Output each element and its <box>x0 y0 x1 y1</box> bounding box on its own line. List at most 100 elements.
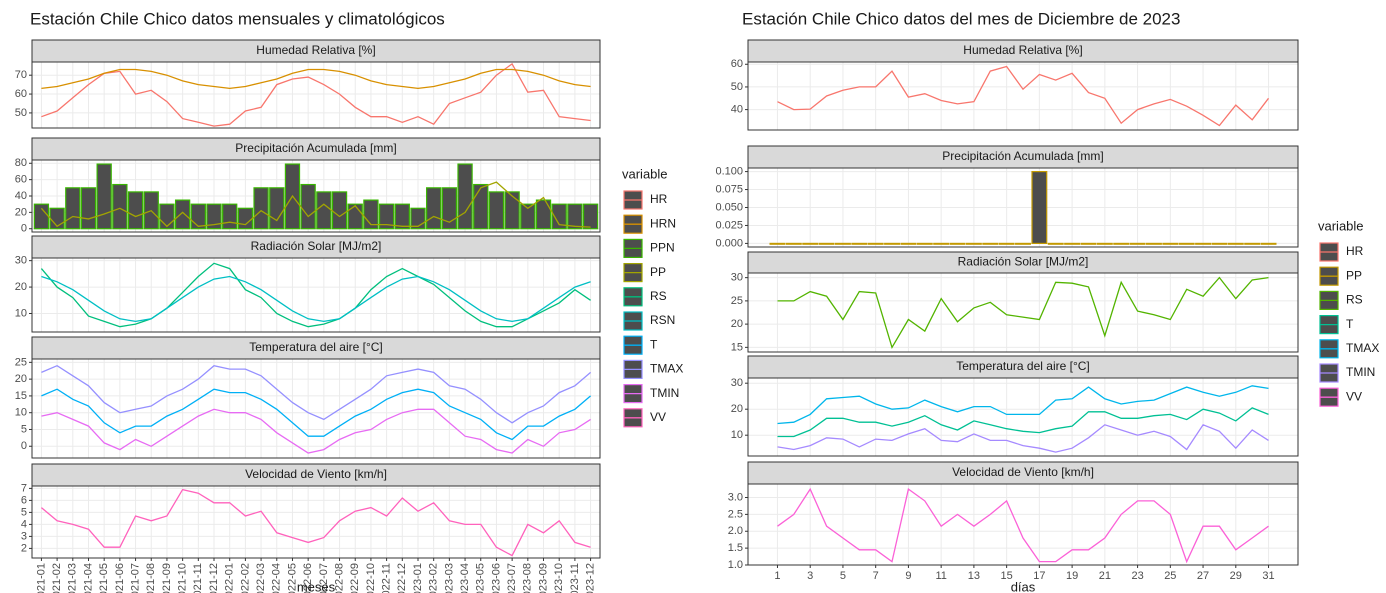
y-tick-label: 15 <box>15 390 27 402</box>
bar <box>1211 242 1228 245</box>
x-tick-label: 2021-03 <box>67 563 79 593</box>
legend-label: VV <box>1346 389 1362 403</box>
x-tick-label: 2022-10 <box>365 563 377 593</box>
x-tick-label: 17 <box>1033 570 1045 582</box>
bar <box>504 191 520 230</box>
y-tick-label: 30 <box>731 377 743 389</box>
y-tick-label: 0 <box>21 440 27 452</box>
x-tick-label: 2021-12 <box>208 563 220 593</box>
panel-border <box>31 159 601 233</box>
legend-label: PP <box>1346 268 1362 282</box>
bar <box>1178 242 1195 245</box>
bar <box>1227 242 1244 245</box>
line <box>777 65 1270 127</box>
x-tick-label: 2022-09 <box>349 563 361 593</box>
bar <box>1113 242 1130 245</box>
y-tick-label: 30 <box>731 272 743 284</box>
strip-title: Humedad Relativa [%] <box>256 43 375 57</box>
bar <box>982 242 999 245</box>
panel-background <box>748 273 1298 352</box>
y-tick-label: 20 <box>15 206 27 218</box>
x-tick-label: 2022-08 <box>333 563 345 593</box>
bar <box>998 242 1015 245</box>
x-tick-label: 2023-12 <box>584 563 596 593</box>
bar <box>1129 242 1146 245</box>
bar <box>900 242 917 245</box>
bar <box>426 187 442 230</box>
strip-title: Temperatura del aire [°C] <box>956 359 1090 373</box>
panel-border <box>31 358 601 459</box>
legend-label: TMIN <box>650 386 679 400</box>
x-tick-label: 2023-11 <box>569 563 581 593</box>
y-tick-label: 20 <box>731 318 743 330</box>
legend-title: variable <box>1318 218 1364 233</box>
panel-background <box>32 486 600 558</box>
x-tick-label: 19 <box>1066 570 1078 582</box>
bar <box>520 203 536 230</box>
x-tick-label: 1 <box>774 570 780 582</box>
y-tick-label: 0 <box>21 223 27 235</box>
x-tick-label: 29 <box>1230 570 1242 582</box>
line <box>41 388 592 441</box>
chart-title: Estación Chile Chico datos del mes de Di… <box>742 9 1180 28</box>
bar <box>1080 242 1097 245</box>
bar <box>1145 242 1162 245</box>
strip-title: Precipitación Acumulada [mm] <box>942 149 1103 163</box>
x-tick-label: 2023-08 <box>522 563 534 593</box>
y-tick-label: 2.0 <box>728 525 743 537</box>
y-tick-label: 25 <box>731 295 743 307</box>
bar <box>851 242 868 245</box>
line <box>777 487 1269 564</box>
bar <box>457 163 473 230</box>
bar <box>363 199 379 230</box>
bar <box>965 242 982 245</box>
legend-label: T <box>1346 317 1354 331</box>
panel-border <box>747 61 1299 131</box>
line <box>41 408 591 454</box>
x-tick-label: 31 <box>1262 570 1274 582</box>
y-tick-label: 60 <box>731 58 743 70</box>
bar <box>1031 170 1048 245</box>
x-tick-label: 25 <box>1164 570 1176 582</box>
y-tick-label: 0.050 <box>715 201 743 213</box>
bar <box>567 203 583 230</box>
legend-label: VV <box>650 410 666 424</box>
line <box>41 275 591 323</box>
y-tick-label: 3 <box>21 530 27 542</box>
x-tick-label: 2023-01 <box>412 563 424 593</box>
y-tick-label: 70 <box>15 69 27 81</box>
y-tick-label: 0.100 <box>715 165 743 177</box>
bar <box>33 203 50 230</box>
bar <box>933 242 950 245</box>
x-tick-label: 2023-09 <box>537 563 549 593</box>
x-axis-label: días <box>1011 579 1036 593</box>
panel-background <box>32 359 600 458</box>
x-tick-label: 2022-06 <box>302 563 314 593</box>
bar <box>1244 242 1261 245</box>
bar <box>237 207 254 230</box>
legend-label: T <box>650 337 658 351</box>
x-tick-label: 27 <box>1197 570 1209 582</box>
bar <box>127 191 144 230</box>
y-tick-label: 0.025 <box>715 219 743 231</box>
y-tick-label: 2 <box>21 542 27 554</box>
x-tick-label: 2021-06 <box>114 563 126 593</box>
x-tick-label: 11 <box>935 570 946 582</box>
bar <box>1096 242 1113 245</box>
y-tick-label: 4 <box>21 518 27 530</box>
x-tick-label: 2023-04 <box>459 563 471 593</box>
legend-label: HR <box>1346 244 1364 258</box>
line <box>777 424 1269 453</box>
bar <box>159 203 175 230</box>
panel-background <box>748 378 1298 456</box>
panel-background <box>748 62 1298 130</box>
bar <box>488 191 505 230</box>
legend-label: RSN <box>650 313 675 327</box>
y-tick-label: 20 <box>731 403 743 415</box>
strip-title: Radiación Solar [MJ/m2] <box>958 255 1089 269</box>
bar <box>65 187 81 230</box>
line <box>41 364 592 424</box>
x-tick-label: 2022-11 <box>381 563 393 593</box>
x-tick-label: 2022-03 <box>255 563 267 593</box>
y-tick-label: 20 <box>15 281 27 293</box>
